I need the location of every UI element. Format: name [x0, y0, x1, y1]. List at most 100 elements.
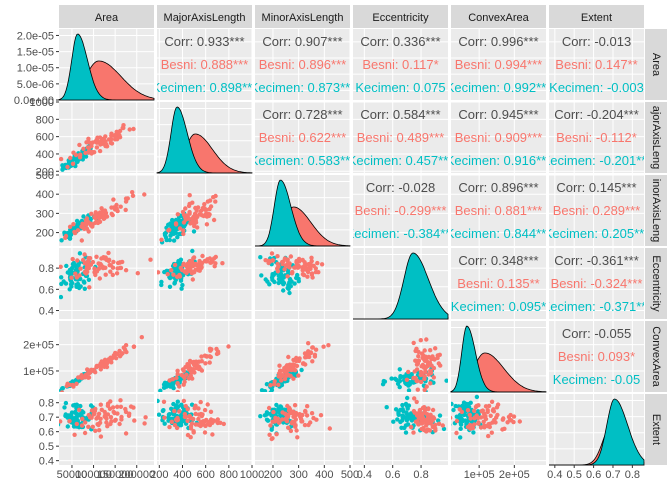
- point-besni: [295, 435, 300, 440]
- point-besni: [288, 254, 294, 259]
- point-besni: [93, 272, 98, 278]
- point-besni: [115, 404, 120, 409]
- point-besni: [170, 377, 175, 382]
- point-besni: [180, 209, 186, 215]
- corr-overall: Corr: 0.728***: [262, 107, 342, 122]
- point-kecimen: [168, 384, 173, 389]
- point-besni: [204, 354, 210, 359]
- point-besni: [424, 412, 430, 417]
- point-besni: [93, 210, 98, 215]
- point-besni: [433, 346, 438, 351]
- point-besni: [175, 381, 180, 386]
- point-kecimen: [262, 389, 268, 392]
- corr-overall: Corr: -0.204***: [554, 107, 639, 122]
- point-besni: [175, 212, 180, 217]
- point-kecimen: [444, 378, 448, 383]
- corr-besni: Besni: 0.135**: [457, 276, 539, 291]
- point-besni: [302, 422, 308, 428]
- point-besni: [104, 416, 109, 421]
- point-besni: [280, 259, 285, 265]
- point-besni: [315, 260, 320, 266]
- point-kecimen: [171, 401, 176, 407]
- point-besni: [279, 374, 284, 379]
- point-besni: [424, 337, 429, 342]
- point-kecimen: [274, 409, 279, 415]
- x-tick-label: 200: [150, 469, 168, 480]
- point-kecimen: [78, 403, 83, 409]
- point-besni: [102, 208, 108, 213]
- corr-overall: Corr: 0.933***: [164, 34, 244, 49]
- point-kecimen: [171, 231, 176, 236]
- y-tick-label: 1e+05: [23, 366, 54, 378]
- point-besni: [77, 142, 82, 148]
- panel-3-1: [157, 248, 253, 319]
- y-tick-label: 0.6: [39, 427, 54, 439]
- point-kecimen: [62, 405, 67, 410]
- corr-kecimen: Kecimen: 0.844***: [446, 226, 552, 241]
- point-besni: [187, 201, 192, 207]
- corr-kecimen: Kecimen: -0.384***: [346, 226, 456, 241]
- point-kecimen: [190, 248, 195, 254]
- panel-1-3: Corr: 0.584*** Besni: 0.489*** Kecimen: 0.…: [353, 102, 448, 173]
- point-besni: [425, 418, 430, 424]
- point-besni: [196, 412, 202, 417]
- top-strip-5: Extent: [549, 5, 644, 28]
- point-besni: [517, 419, 522, 424]
- point-besni: [422, 376, 427, 382]
- x-tick-label: 0.4: [357, 469, 372, 480]
- point-besni: [74, 381, 79, 386]
- point-besni: [311, 415, 316, 421]
- point-kecimen: [296, 276, 301, 281]
- point-besni: [105, 424, 110, 429]
- point-besni: [108, 415, 114, 420]
- point-besni: [415, 361, 421, 366]
- point-besni: [59, 432, 60, 435]
- x-tick-label: 0.8: [625, 469, 640, 480]
- point-kecimen: [269, 413, 274, 418]
- point-kecimen: [63, 400, 69, 406]
- point-besni: [289, 367, 294, 373]
- point-besni: [106, 250, 111, 256]
- point-besni: [80, 416, 85, 422]
- point-kecimen: [441, 426, 447, 432]
- point-kecimen: [68, 267, 74, 273]
- point-besni: [285, 403, 290, 409]
- point-besni: [83, 420, 88, 425]
- point-kecimen: [166, 412, 172, 417]
- point-besni: [437, 352, 442, 357]
- point-besni: [272, 379, 277, 384]
- corr-besni: Besni: 0.289***: [553, 203, 640, 218]
- point-besni: [285, 415, 290, 420]
- point-kecimen: [169, 406, 174, 411]
- point-besni: [121, 345, 127, 350]
- point-kecimen: [393, 407, 399, 412]
- right-strip-2: inorAxisLeng: [645, 175, 667, 246]
- panel-2-0: [59, 174, 154, 246]
- point-besni: [59, 390, 65, 392]
- point-besni: [472, 408, 477, 413]
- point-kecimen: [411, 414, 416, 419]
- point-besni: [292, 403, 298, 408]
- point-besni: [191, 430, 196, 435]
- point-besni: [85, 265, 90, 270]
- point-kecimen: [171, 238, 177, 243]
- point-besni: [288, 428, 294, 434]
- point-besni: [93, 428, 98, 433]
- point-besni: [114, 135, 119, 141]
- point-besni: [180, 267, 185, 273]
- point-besni: [93, 139, 98, 144]
- point-besni: [215, 417, 220, 422]
- y-tick-label: 0.6: [39, 284, 54, 296]
- point-besni: [489, 399, 495, 404]
- point-kecimen: [162, 421, 167, 426]
- point-kecimen: [158, 388, 163, 392]
- point-besni: [162, 415, 167, 420]
- panel-2-2: [254, 175, 351, 247]
- point-besni: [195, 225, 200, 230]
- point-besni: [64, 383, 70, 389]
- point-besni: [123, 268, 129, 273]
- point-besni: [86, 229, 91, 234]
- point-besni: [187, 413, 192, 419]
- point-besni: [68, 155, 73, 161]
- point-besni: [297, 356, 302, 361]
